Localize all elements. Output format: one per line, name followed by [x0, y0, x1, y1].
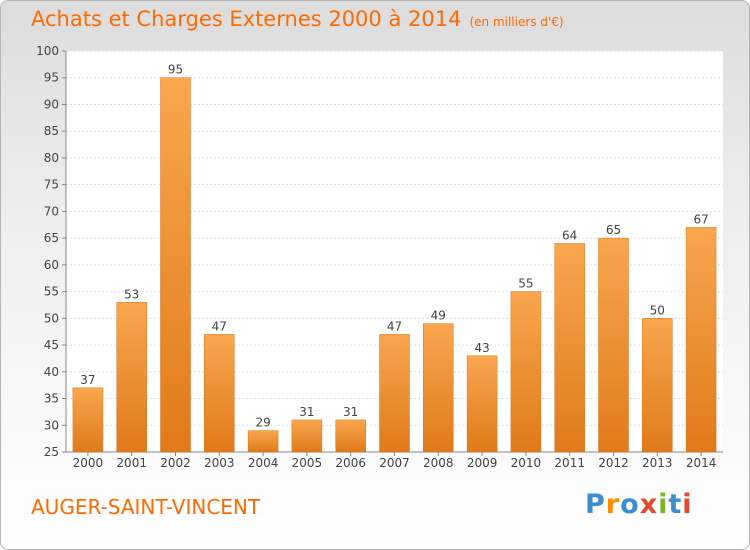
- proxiti-logo: Proxiti: [585, 489, 693, 520]
- x-tick-label: 2011: [554, 456, 585, 470]
- y-tick-label: 95: [44, 71, 59, 85]
- y-tick-label: 85: [44, 124, 59, 138]
- logo-letter: x: [639, 489, 659, 520]
- bar-value-label: 95: [168, 63, 183, 77]
- bar-value-label: 47: [212, 319, 227, 333]
- logo-letter: o: [620, 489, 640, 520]
- y-tick-label: 90: [44, 97, 59, 111]
- bar-value-label: 49: [431, 309, 446, 323]
- y-tick-label: 60: [44, 258, 59, 272]
- bar: [160, 77, 191, 453]
- bar-value-label: 37: [80, 373, 95, 387]
- x-tick-label: 2006: [335, 456, 366, 470]
- x-tick-label: 2002: [160, 456, 191, 470]
- x-tick-label: 2014: [686, 456, 717, 470]
- bar-value-label: 53: [124, 287, 139, 301]
- bar: [598, 237, 629, 453]
- bar-value-label: 31: [343, 405, 358, 419]
- bar: [291, 419, 323, 453]
- bar: [116, 302, 147, 453]
- title-unit: (en milliers d'€): [469, 15, 564, 29]
- y-tick-label: 70: [44, 204, 59, 218]
- x-tick-label: 2012: [598, 456, 629, 470]
- x-tick-label: 2009: [467, 456, 498, 470]
- title-text: Achats et Charges Externes 2000 à 2014: [31, 7, 462, 31]
- bar: [247, 430, 279, 453]
- x-tick-label: 2000: [73, 456, 104, 470]
- x-tick-label: 2001: [116, 456, 147, 470]
- y-tick-label: 75: [44, 178, 59, 192]
- y-tick-label: 100: [36, 44, 59, 58]
- chart-title: Achats et Charges Externes 2000 à 2014 (e…: [31, 7, 564, 31]
- bar-value-label: 65: [606, 223, 621, 237]
- bar: [379, 334, 410, 453]
- bar: [335, 419, 366, 453]
- y-tick-label: 65: [44, 231, 59, 245]
- x-tick-label: 2003: [204, 456, 235, 470]
- bar-value-label: 47: [387, 319, 402, 333]
- bar-value-label: 64: [562, 228, 577, 242]
- bar: [204, 334, 235, 453]
- y-tick-label: 25: [44, 445, 59, 459]
- y-tick-label: 45: [44, 338, 59, 352]
- bar-value-label: 55: [518, 277, 533, 291]
- logo-letter: P: [585, 489, 606, 520]
- commune-name: AUGER-SAINT-VINCENT: [31, 495, 261, 519]
- x-tick-label: 2013: [642, 456, 673, 470]
- bar: [466, 355, 498, 453]
- bar: [423, 323, 454, 453]
- bar-value-label: 29: [255, 416, 270, 430]
- bar: [510, 291, 542, 453]
- logo-letter: t: [668, 489, 683, 520]
- x-tick-label: 2007: [379, 456, 410, 470]
- bar-value-label: 31: [299, 405, 314, 419]
- bar: [554, 243, 585, 453]
- bar: [72, 387, 104, 453]
- x-tick-label: 2004: [248, 456, 279, 470]
- bar-value-label: 50: [650, 303, 665, 317]
- logo-letter: i: [682, 489, 693, 520]
- y-tick-label: 40: [44, 365, 59, 379]
- x-tick-label: 2005: [292, 456, 323, 470]
- bar: [642, 318, 673, 453]
- y-tick-label: 50: [44, 311, 59, 325]
- x-tick-label: 2010: [511, 456, 542, 470]
- y-tick-label: 30: [44, 418, 59, 432]
- logo-letter: i: [658, 489, 669, 520]
- bar: [685, 227, 717, 453]
- bar-value-label: 67: [693, 212, 708, 226]
- bar-value-label: 43: [474, 341, 489, 355]
- x-tick-label: 2008: [423, 456, 454, 470]
- y-tick-label: 55: [44, 285, 59, 299]
- y-tick-label: 80: [44, 151, 59, 165]
- y-tick-label: 35: [44, 392, 59, 406]
- logo-letter: r: [605, 489, 621, 520]
